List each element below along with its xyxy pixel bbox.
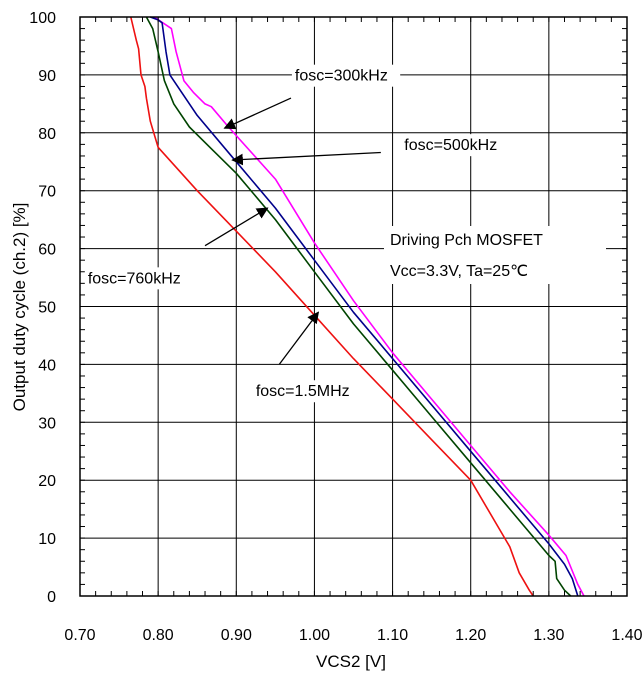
y-tick-label: 100	[29, 10, 56, 27]
series-layer	[130, 16, 585, 597]
annotation-bg	[252, 380, 362, 403]
annotation-label: fosc=1.5MHz	[256, 383, 350, 400]
y-axis-label: Output duty cycle (ch.2) [%]	[10, 203, 29, 412]
annotation-bg	[291, 64, 401, 87]
annotation: fosc=300kHz	[223, 64, 401, 130]
y-tick-label: 70	[38, 184, 56, 201]
plot-frame	[79, 16, 628, 597]
annotation-arrow	[204, 207, 269, 247]
x-tick-label: 0.90	[221, 627, 252, 644]
note-background	[384, 226, 606, 284]
x-axis-label: VCS2 [V]	[316, 652, 386, 671]
annotation-label: fosc=760kHz	[88, 270, 181, 287]
y-tick-label: 30	[38, 415, 56, 432]
annotation: fosc=760kHz	[84, 207, 269, 290]
annotation-bg	[84, 267, 194, 290]
y-tick-label: 80	[38, 126, 56, 143]
annotation-bg	[401, 134, 510, 157]
annotations: fosc=300kHz fosc=500kHz fosc=760kHz fosc=1.…	[84, 64, 606, 403]
annotation-label: fosc=300kHz	[295, 68, 388, 85]
x-tick-label: 1.30	[533, 627, 564, 644]
annotation: fosc=500kHz	[231, 134, 510, 166]
x-tick-label: 1.10	[377, 627, 408, 644]
y-tick-label: 50	[38, 300, 56, 317]
y-tick-label: 90	[38, 68, 56, 85]
series-line	[153, 16, 585, 597]
grid	[80, 17, 627, 596]
note-line-1: Driving Pch MOSFET	[390, 232, 543, 249]
annotation-label: fosc=500kHz	[404, 137, 497, 154]
note-line-2: Vcc=3.3V, Ta=25℃	[390, 263, 528, 280]
y-tick-label: 40	[38, 357, 56, 374]
ticks: 0.70 0.80 0.90 1.00 1.10 1.20 1.30 1.40 0 10 20 30 4…	[29, 10, 642, 644]
y-tick-label: 10	[38, 531, 56, 548]
x-tick-label: 0.70	[64, 627, 95, 644]
y-tick-label: 60	[38, 242, 56, 259]
x-tick-label: 1.40	[611, 627, 642, 644]
y-tick-label: 20	[38, 473, 56, 490]
x-tick-label: 1.20	[455, 627, 486, 644]
annotation-arrow	[278, 311, 320, 365]
annotation: fosc=1.5MHz	[252, 311, 362, 403]
series-line	[145, 16, 572, 597]
series-line	[130, 16, 534, 597]
annotation-arrow	[231, 151, 381, 166]
series-line	[150, 16, 579, 597]
annotation-arrow	[223, 97, 292, 130]
y-tick-label: 0	[47, 589, 56, 606]
x-tick-label: 0.80	[143, 627, 174, 644]
x-tick-label: 1.00	[299, 627, 330, 644]
